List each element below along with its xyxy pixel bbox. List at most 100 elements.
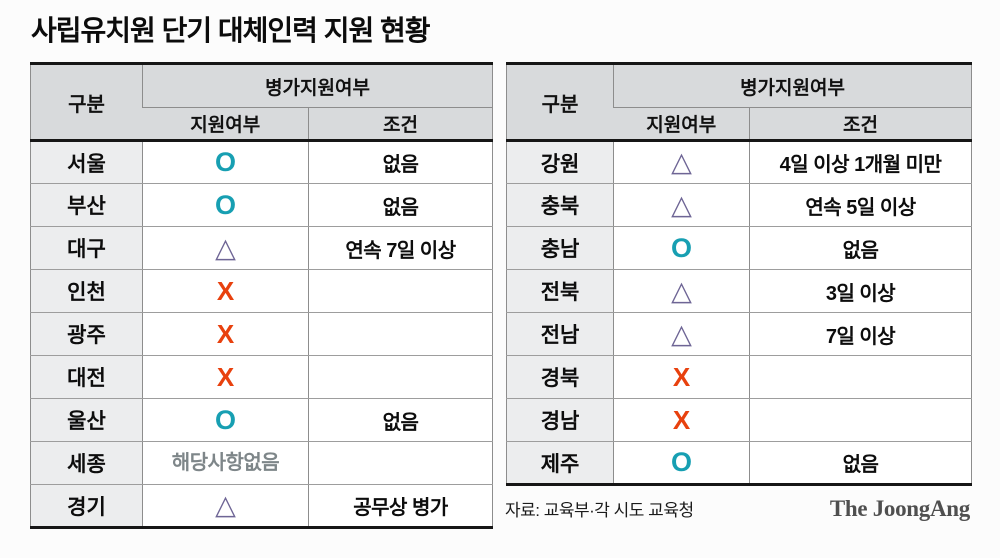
- condition-cell: 3일 이상: [749, 269, 972, 313]
- condition-cell: 연속 5일 이상: [749, 183, 972, 227]
- condition-cell: 공무상 병가: [307, 484, 493, 528]
- column-header-group: 병가지원여부: [141, 63, 493, 108]
- region-cell: 경남: [506, 398, 614, 442]
- table-row: 경남 X: [506, 398, 972, 442]
- column-header-category: 구분: [30, 63, 143, 142]
- support-mark: X: [672, 361, 691, 392]
- table-row: 전북 △ 3일 이상: [506, 269, 972, 313]
- table-row: 경기 △ 공무상 병가: [30, 484, 493, 528]
- support-mark: O: [671, 232, 693, 263]
- condition-cell: [749, 398, 972, 442]
- condition-cell: 없음: [749, 441, 972, 485]
- table-row: 대전 X: [30, 355, 493, 399]
- support-mark: △: [215, 490, 236, 520]
- table-body-left: 서울 O 없음 부산 O 없음 대구 △ 연속 7일 이상 인천 X 광주 X 대전 X 울산 O 없음 세종 해당사…: [30, 140, 493, 528]
- support-mark-cell: X: [142, 312, 309, 356]
- source-note: 자료: 교육부·각 시도 교육청: [505, 501, 694, 520]
- support-mark: X: [216, 318, 235, 349]
- header-row-top: 구분 병가지원여부: [30, 63, 493, 142]
- region-cell: 대구: [30, 226, 143, 270]
- table-row: 강원 △ 4일 이상 1개월 미만: [506, 140, 972, 184]
- region-cell: 대전: [30, 355, 143, 399]
- support-mark-cell: O: [142, 183, 309, 227]
- support-mark-cell: O: [613, 226, 750, 270]
- column-header-condition: 조건: [307, 107, 493, 142]
- support-mark: X: [216, 275, 235, 306]
- condition-cell: 없음: [749, 226, 972, 270]
- condition-cell: [307, 269, 493, 313]
- table-row: 대구 △ 연속 7일 이상: [30, 226, 493, 270]
- support-mark: △: [671, 147, 692, 177]
- table-header: 구분 병가지원여부 지원여부 조건: [30, 63, 493, 142]
- table-row: 울산 O 없음: [30, 398, 493, 442]
- region-cell: 부산: [30, 183, 143, 227]
- support-mark: O: [214, 147, 236, 177]
- region-cell: 충남: [506, 226, 614, 270]
- support-mark-cell: △: [613, 312, 750, 356]
- support-mark: △: [671, 189, 692, 220]
- support-table-left: 구분 병가지원여부 지원여부 조건 서울 O 없음 부산 O 없음 대구 △ 연속 7일 이상 인…: [30, 62, 494, 529]
- column-header-support: 지원여부: [613, 107, 750, 142]
- region-cell: 제주: [506, 441, 614, 485]
- support-mark-cell: X: [142, 269, 309, 313]
- table-header: 구분 병가지원여부 지원여부 조건: [506, 63, 972, 142]
- table-row: 인천 X: [30, 269, 493, 313]
- region-cell: 경북: [506, 355, 614, 399]
- support-mark-cell: O: [613, 441, 750, 485]
- table-row: 세종 해당사항없음: [30, 441, 493, 485]
- region-cell: 세종: [30, 441, 143, 485]
- condition-cell: [749, 355, 972, 399]
- support-mark-cell: O: [142, 398, 309, 442]
- column-header-condition: 조건: [749, 107, 972, 142]
- support-mark: O: [214, 404, 236, 435]
- condition-cell: 없음: [307, 398, 493, 442]
- support-mark-cell: X: [613, 398, 750, 442]
- region-cell: 서울: [30, 140, 143, 184]
- header-row-sub: 지원여부 조건: [31, 107, 493, 142]
- column-header-category: 구분: [506, 63, 614, 142]
- region-cell: 울산: [30, 398, 143, 442]
- support-mark-cell: △: [142, 484, 309, 528]
- support-mark-cell: 해당사항없음: [142, 441, 309, 485]
- region-cell: 경기: [30, 484, 143, 528]
- support-mark: △: [671, 318, 692, 349]
- table-row: 서울 O 없음: [30, 140, 493, 184]
- condition-cell: 없음: [307, 183, 493, 227]
- support-mark-cell: O: [142, 140, 309, 184]
- header-row-top: 구분 병가지원여부: [506, 63, 972, 142]
- condition-cell: [307, 355, 493, 399]
- region-cell: 전남: [506, 312, 614, 356]
- page-title: 사립유치원 단기 대체인력 지원 현황: [31, 15, 431, 46]
- table-row: 전남 △ 7일 이상: [506, 312, 972, 356]
- support-mark-cell: △: [613, 183, 750, 227]
- region-cell: 강원: [506, 140, 614, 184]
- column-header-support: 지원여부: [142, 107, 309, 142]
- footer: 자료: 교육부·각 시도 교육청 The JoongAng: [505, 496, 970, 522]
- tables-container: 구분 병가지원여부 지원여부 조건 서울 O 없음 부산 O 없음 대구 △ 연속 7일 이상 인…: [30, 62, 973, 529]
- support-mark-cell: △: [613, 140, 750, 184]
- header-row-sub: 지원여부 조건: [507, 107, 972, 142]
- support-mark-cell: X: [142, 355, 309, 399]
- table-row: 광주 X: [30, 312, 493, 356]
- column-header-group: 병가지원여부: [613, 63, 972, 108]
- condition-cell: 없음: [307, 140, 493, 184]
- support-mark: O: [214, 189, 236, 220]
- support-mark: △: [215, 232, 236, 263]
- table-row: 충북 △ 연속 5일 이상: [506, 183, 972, 227]
- table-row: 충남 O 없음: [506, 226, 972, 270]
- condition-cell: 7일 이상: [749, 312, 972, 356]
- table-row: 부산 O 없음: [30, 183, 493, 227]
- support-mark: O: [671, 447, 693, 477]
- support-mark: X: [672, 404, 691, 435]
- condition-cell: [307, 312, 493, 356]
- region-cell: 광주: [30, 312, 143, 356]
- region-cell: 인천: [30, 269, 143, 313]
- condition-cell: 연속 7일 이상: [307, 226, 493, 270]
- region-cell: 전북: [506, 269, 614, 313]
- table-row: 경북 X: [506, 355, 972, 399]
- support-mark: 해당사항없음: [171, 451, 280, 474]
- support-table-right: 구분 병가지원여부 지원여부 조건 강원 △ 4일 이상 1개월 미만 충북 △ 연속 5…: [506, 62, 973, 486]
- support-mark: X: [216, 361, 235, 392]
- joongang-logo: The JoongAng: [829, 496, 970, 521]
